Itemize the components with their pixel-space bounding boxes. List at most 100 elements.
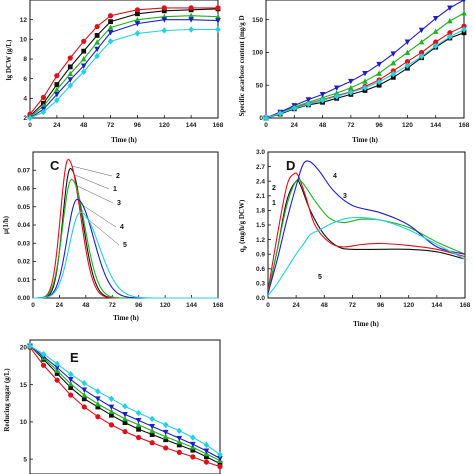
series-1-point [204,454,209,460]
y-tick-label: 150 [252,17,263,24]
y-tick-label: 0.9 [256,251,265,258]
series-2-point [163,445,169,451]
y-tick-label: 0.07 [17,167,30,174]
series-3-point [333,90,340,96]
y-tick-label: 6 [23,76,27,83]
series-4-point [418,27,425,34]
series-1-point [122,420,128,426]
series-4-point [447,5,453,11]
series-3-point [188,12,194,19]
series-5-line [268,217,465,296]
series-2-point [40,94,47,100]
y-tick-label: 4 [23,96,27,103]
curve-label: 5 [318,274,322,281]
series-5-point [81,379,88,387]
x-tick-label: 144 [186,302,197,309]
y-tick-label: 100 [252,50,263,57]
y-tick-label: 0.03 [17,240,30,247]
y-tick-label: 8 [23,56,27,63]
series-1-line [33,167,218,299]
series-2-point [461,23,467,29]
y-tick-label: 0.0 [256,295,265,302]
series-5-point [461,26,467,33]
x-tick-label: 0 [28,122,32,129]
series-1-point [217,461,223,466]
series-2-point [81,38,87,44]
y-tick-label: 10 [20,37,28,44]
y-tick-label: 50 [256,82,264,89]
x-tick-label: 24 [53,122,61,129]
series-4-point [462,0,466,3]
series-4-point [94,46,100,53]
panel-b-frame [265,0,465,119]
series-1-point [163,437,169,443]
series-4-point [81,387,88,393]
series-5-point [162,421,169,429]
series-4-point [215,18,221,24]
series-2-point [108,422,115,428]
series-1-point [81,396,87,402]
panel-c-series [33,158,218,299]
series-2-point [54,73,60,79]
series-4-point [162,429,169,436]
curve-label: 3 [343,193,347,200]
x-tick-label: 144 [431,302,442,309]
series-4-point [217,455,223,462]
series-5-point [108,395,115,403]
series-4-point [107,30,114,36]
panel-a-series [27,5,221,122]
series-1-point [94,33,100,38]
series-1-point [68,385,74,391]
x-tick-label: 144 [186,122,197,129]
x-tick-label: 96 [376,122,384,129]
series-1-point [376,82,382,88]
series-4-point [404,39,411,45]
series-5-point [291,104,298,112]
series-4-point [176,435,183,442]
y-tick-label: 0.3 [256,281,265,288]
series-3-point [122,415,128,422]
x-tick-label: 96 [377,302,385,309]
series-3-point [134,16,141,23]
series-5-point [319,97,326,104]
series-2-point [95,414,101,420]
y-tick-label: 12 [20,17,28,24]
y-tick-label: 3.0 [256,149,265,156]
series-5-point [149,415,155,423]
panel-a-ylabel: lg DCW (g/L) [5,39,13,80]
series-4-point [376,61,382,68]
series-5-point [390,70,397,78]
panel-b-ticks: 0 24 48 72 96 120 144 168 0 50 100 150 [252,17,470,129]
series-1-point [149,432,155,437]
panel-e-letter: E [70,350,79,365]
series-3-point [176,438,183,445]
x-tick-label: 0 [266,302,270,309]
curve-label-leader [72,165,113,177]
series-5-point [54,97,60,104]
series-5-line [33,211,218,299]
series-5-point [135,409,142,417]
curve-label: 4 [333,173,337,180]
series-4-point [67,77,74,83]
y-tick-label: 5 [23,456,27,463]
panel-c-letter: C [50,158,60,173]
series-4-point [190,441,196,448]
x-tick-label: 168 [213,302,224,309]
series-5-point [40,350,47,358]
series-2-point [190,454,196,460]
series-2-point [94,23,100,30]
series-5-point [40,108,47,116]
x-tick-label: 24 [291,122,299,129]
panel-c-frame [32,151,219,299]
series-5-point [54,360,60,368]
curve-label: 5 [123,242,127,249]
series-1-point [67,64,73,70]
series-3-point [149,427,155,434]
series-2-point [161,5,167,11]
series-4-point [67,377,74,383]
curve-label: 4 [120,224,124,231]
series-2-point [390,68,396,74]
panel-c-curve-labels: 1 2 3 4 5 [72,165,127,249]
series-4-point [432,15,439,22]
panel-b-series [263,0,467,122]
